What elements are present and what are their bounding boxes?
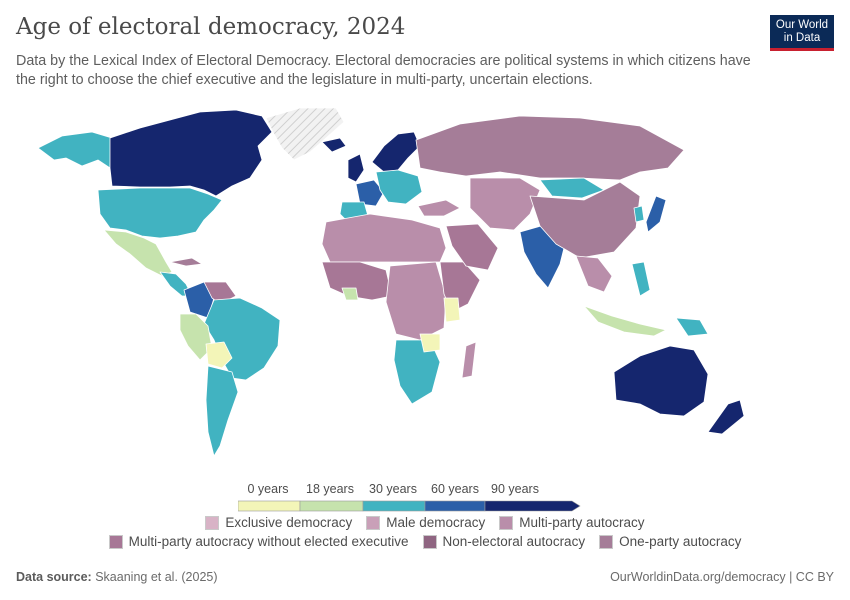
legend-category-label: Multi-party autocracy without elected ex… xyxy=(128,534,409,549)
country-central-europe[interactable] xyxy=(375,169,423,205)
country-philippines[interactable] xyxy=(631,261,651,297)
country-indonesia[interactable] xyxy=(583,305,667,337)
country-china[interactable] xyxy=(529,181,641,259)
country-alaska[interactable] xyxy=(37,131,113,169)
country-new-zealand[interactable] xyxy=(707,399,745,435)
country-southeast-asia[interactable] xyxy=(575,255,613,293)
owid-logo[interactable]: Our World in Data xyxy=(770,15,834,51)
legend-swatch xyxy=(499,515,514,530)
country-cuba[interactable] xyxy=(169,257,203,267)
legend-tick: 90 years xyxy=(491,482,539,496)
legend-category[interactable]: Male democracy xyxy=(366,515,485,530)
legend-swatch xyxy=(205,515,220,530)
legend-bin[interactable] xyxy=(299,500,364,512)
legend-color-bar xyxy=(238,500,581,512)
legend-tick-labels: 0 years 18 years 30 years 60 years 90 ye… xyxy=(230,482,590,500)
legend-swatch xyxy=(422,534,437,549)
country-peru[interactable] xyxy=(179,313,213,361)
country-turkey[interactable] xyxy=(417,199,461,217)
legend-category[interactable]: Exclusive democracy xyxy=(205,515,352,530)
legend-swatch xyxy=(599,534,614,549)
country-ghana[interactable] xyxy=(341,287,359,301)
country-papua-new-guinea[interactable] xyxy=(675,317,709,337)
country-scandinavia[interactable] xyxy=(371,131,421,173)
country-canada[interactable] xyxy=(109,109,273,197)
legend-category[interactable]: Multi-party autocracy without elected ex… xyxy=(108,534,409,549)
country-france[interactable] xyxy=(355,179,385,207)
legend-category[interactable]: One-party autocracy xyxy=(599,534,741,549)
legend-swatch xyxy=(366,515,381,530)
country-zambia[interactable] xyxy=(419,333,441,353)
chart-subtitle: Data by the Lexical Index of Electoral D… xyxy=(16,53,751,88)
country-kenya[interactable] xyxy=(443,297,461,323)
country-mexico[interactable] xyxy=(103,229,173,277)
legend-category-label: Multi-party autocracy xyxy=(519,515,645,530)
data-source-link[interactable]: Skaaning et al. (2025) xyxy=(95,570,218,584)
country-mongolia[interactable] xyxy=(539,177,605,199)
legend-tick: 0 years xyxy=(247,482,289,496)
legend-bin[interactable] xyxy=(362,500,426,512)
legend-category[interactable]: Multi-party autocracy xyxy=(499,515,645,530)
country-iceland[interactable] xyxy=(321,137,347,153)
legend-category-label: Non-electoral autocracy xyxy=(442,534,586,549)
country-central-asia[interactable] xyxy=(469,177,541,231)
world-map[interactable] xyxy=(0,100,850,480)
country-arabia[interactable] xyxy=(445,223,499,271)
country-australia[interactable] xyxy=(613,345,709,417)
legend-category-label: Exclusive democracy xyxy=(225,515,353,530)
legend-tick: 18 years xyxy=(306,482,354,496)
country-greenland[interactable] xyxy=(265,107,345,161)
legend-category[interactable]: Non-electoral autocracy xyxy=(422,534,586,549)
legend-bin[interactable] xyxy=(238,500,301,512)
logo-line-1: Our World xyxy=(775,19,829,31)
country-united-kingdom[interactable] xyxy=(347,153,365,183)
data-source: Data source: Skaaning et al. (2025) xyxy=(16,570,218,584)
country-madagascar[interactable] xyxy=(461,341,477,379)
chart-title: Age of electoral democracy, 2024 xyxy=(16,14,406,40)
country-united-states[interactable] xyxy=(97,187,223,239)
legend-category-label: Male democracy xyxy=(386,515,486,530)
legend-categories-row-2: Multi-party autocracy without elected ex… xyxy=(0,534,850,549)
country-russia[interactable] xyxy=(415,115,685,181)
country-bolivia[interactable] xyxy=(205,341,233,369)
country-korea[interactable] xyxy=(633,205,645,223)
legend-category-label: One-party autocracy xyxy=(619,534,742,549)
legend-tick: 60 years xyxy=(431,482,479,496)
legend-tick: 30 years xyxy=(369,482,417,496)
logo-line-2: in Data xyxy=(783,32,821,44)
legend-bin-open-ended[interactable] xyxy=(484,500,581,512)
legend-swatch xyxy=(108,534,123,549)
legend-categories-row-1: Exclusive democracy Male democracy Multi… xyxy=(0,515,850,530)
footer-url-link[interactable]: OurWorldinData.org/democracy | CC BY xyxy=(610,570,834,584)
country-japan[interactable] xyxy=(645,195,667,233)
legend-bin[interactable] xyxy=(424,500,486,512)
country-central-africa[interactable] xyxy=(385,261,447,341)
data-source-label: Data source: xyxy=(16,570,92,584)
country-west-africa[interactable] xyxy=(321,261,393,301)
country-north-africa[interactable] xyxy=(321,213,447,263)
country-argentina[interactable] xyxy=(205,365,239,457)
